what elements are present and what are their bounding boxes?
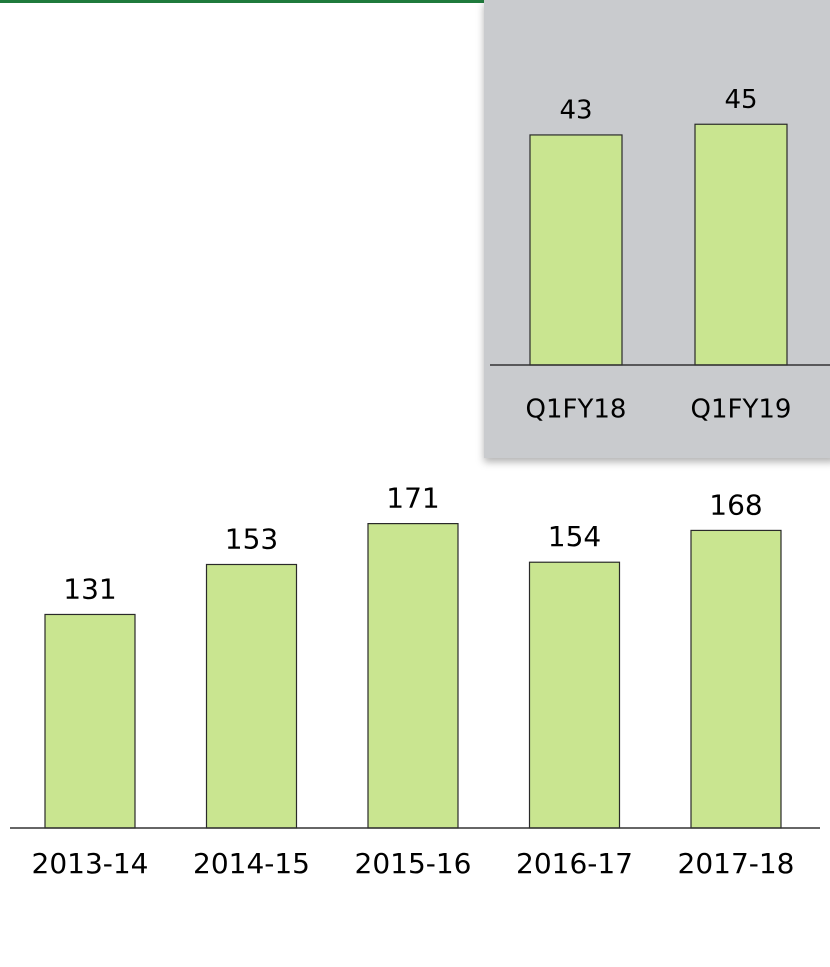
x-tick-label: Q1FY19 — [691, 395, 792, 425]
data-label: 171 — [386, 482, 439, 515]
bar — [205, 563, 298, 829]
top-border — [0, 0, 830, 3]
x-tick-label: 2016-17 — [516, 847, 633, 880]
bar — [528, 561, 621, 829]
data-label: 168 — [709, 488, 762, 521]
x-tick-label: 2014-15 — [193, 847, 310, 880]
x-tick-label: 2015-16 — [355, 847, 472, 880]
data-label: 153 — [225, 522, 278, 555]
bar — [690, 529, 782, 829]
bar — [44, 613, 136, 829]
x-tick-label: 2017-18 — [678, 847, 795, 880]
bar — [529, 134, 623, 366]
data-label: 43 — [559, 95, 592, 125]
bar — [367, 523, 459, 829]
bar — [694, 123, 788, 366]
data-label: 131 — [63, 572, 116, 605]
x-tick-label: 2013-14 — [32, 847, 149, 880]
x-tick-label: Q1FY18 — [526, 395, 627, 425]
data-label: 154 — [548, 520, 601, 553]
data-label: 45 — [724, 85, 757, 115]
